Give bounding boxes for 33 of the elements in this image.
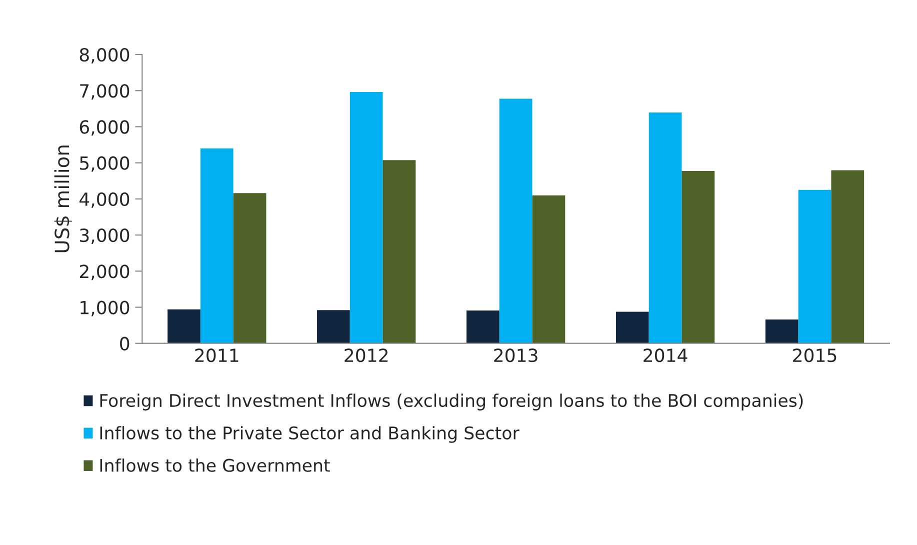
y-tick-label: 5,000	[80, 156, 130, 172]
bar	[831, 170, 864, 344]
x-tick-label: 2014	[644, 348, 688, 362]
y-tick-label: 6,000	[80, 120, 130, 136]
bar	[200, 148, 234, 344]
x-tick-label: 2011	[195, 348, 238, 362]
y-tick-label: 0	[120, 336, 130, 350]
y-tick-label: 7,000	[80, 84, 130, 100]
bar	[765, 320, 798, 344]
legend-label: Inflows to the Private Sector and Banking Sector	[100, 426, 520, 443]
bar	[350, 92, 383, 344]
bar	[616, 312, 649, 344]
bar	[317, 310, 350, 344]
bar	[648, 112, 682, 344]
y-tick-label: 1,000	[80, 300, 130, 316]
x-tick-label: 2015	[793, 348, 836, 362]
bar	[682, 170, 715, 344]
bar	[168, 309, 200, 344]
legend-label: Foreign Direct Investment Inflows (excluding foreign loans to the BOI companies)	[100, 394, 803, 410]
y-tick-label: 3,000	[80, 228, 130, 244]
x-tick-label: 2012	[344, 348, 388, 362]
bar	[382, 160, 416, 344]
y-tick-label: 4,000	[80, 192, 130, 208]
bar	[798, 190, 832, 344]
y-tick-label: 2,000	[80, 264, 130, 280]
y-tick-label: 8,000	[80, 48, 130, 64]
legend-label: Inflows to the Government	[100, 458, 330, 472]
bar	[532, 195, 566, 344]
y-axis-title: US$ million	[54, 146, 72, 252]
x-tick-label: 2013	[494, 348, 538, 362]
bar	[466, 310, 500, 344]
bar	[499, 98, 532, 344]
bar	[233, 193, 266, 344]
